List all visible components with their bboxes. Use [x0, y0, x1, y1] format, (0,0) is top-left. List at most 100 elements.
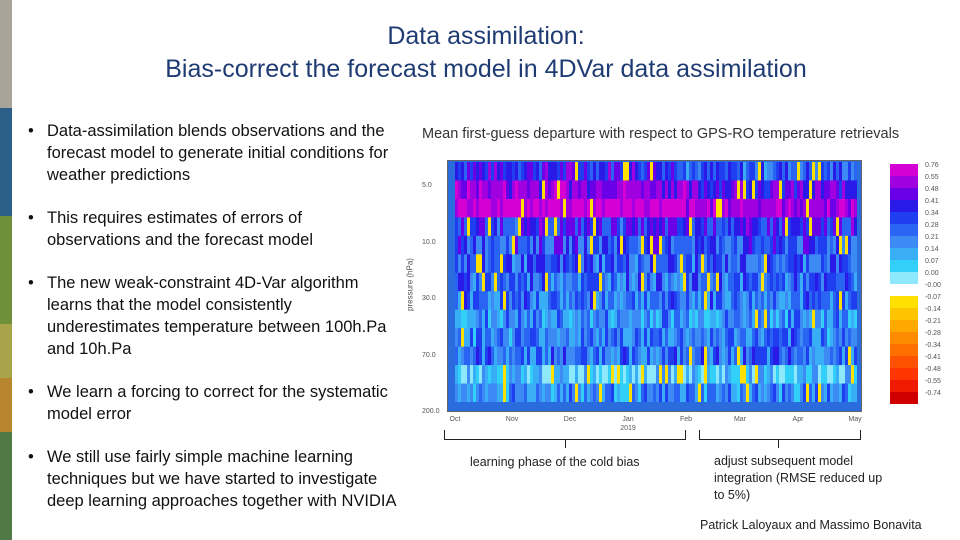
heatmap-cell	[611, 328, 615, 348]
heatmap-cell	[503, 217, 507, 237]
heatmap-cell	[713, 328, 717, 348]
heatmap-cell	[827, 383, 831, 402]
heatmap-cell	[827, 272, 831, 292]
heatmap-cell	[797, 254, 801, 274]
heatmap-cell	[686, 291, 690, 311]
heatmap-cell	[551, 328, 555, 348]
heatmap-cell	[803, 254, 807, 274]
heatmap-cell	[539, 383, 543, 402]
heatmap-cell	[776, 254, 780, 274]
heatmap-cell	[740, 272, 744, 292]
heatmap-cell	[821, 291, 825, 311]
heatmap-cell	[824, 272, 828, 292]
heatmap-cell	[836, 180, 840, 200]
heatmap-cell	[461, 309, 465, 329]
heatmap-cell	[746, 309, 750, 329]
heatmap-cell	[569, 198, 573, 218]
heatmap-cell	[563, 198, 567, 218]
heatmap-cell	[680, 328, 684, 348]
colorbar-tick-label: -0.21	[925, 318, 941, 325]
heatmap-cell	[842, 328, 846, 348]
heatmap-cell	[560, 291, 564, 311]
heatmap-cell	[755, 272, 759, 292]
heatmap-cell	[641, 346, 645, 366]
heatmap-cell	[743, 365, 747, 384]
heatmap-cell	[536, 365, 540, 384]
heatmap-cell	[560, 346, 564, 366]
heatmap-cell	[599, 217, 603, 237]
heatmap-cell	[602, 272, 606, 292]
heatmap-cell	[485, 383, 489, 402]
heatmap-cell	[794, 309, 798, 329]
heatmap-cell	[479, 291, 483, 311]
heatmap-cell	[554, 291, 558, 311]
heatmap-cell	[809, 346, 813, 366]
heatmap-cell	[656, 309, 660, 329]
heatmap-cell	[731, 346, 735, 366]
heatmap-cell	[611, 291, 615, 311]
heatmap-cell	[794, 235, 798, 255]
bullet-item: Data-assimilation blends observations an…	[28, 120, 400, 186]
heatmap-cell	[488, 162, 492, 181]
heatmap-cell	[797, 291, 801, 311]
heatmap-cell	[506, 180, 510, 200]
heatmap-cell	[758, 198, 762, 218]
heatmap-cell	[794, 180, 798, 200]
heatmap-cell	[623, 346, 627, 366]
heatmap-cell	[662, 180, 666, 200]
heatmap-cell	[542, 254, 546, 274]
heatmap-cell	[734, 254, 738, 274]
heatmap-cell	[701, 309, 705, 329]
heatmap-cell	[650, 328, 654, 348]
heatmap-cell	[662, 272, 666, 292]
heatmap-cell	[854, 180, 857, 200]
heatmap-cell	[731, 291, 735, 311]
heatmap-cell	[851, 365, 855, 384]
heatmap-cell	[842, 346, 846, 366]
heatmap-cell	[644, 346, 648, 366]
heatmap-cell	[587, 217, 591, 237]
heatmap-cell	[674, 254, 678, 274]
heatmap-cell	[629, 217, 633, 237]
heatmap-cell	[662, 217, 666, 237]
heatmap-cell	[854, 328, 857, 348]
heatmap-cell	[677, 217, 681, 237]
heatmap-cell	[581, 291, 585, 311]
heatmap-cell	[680, 383, 684, 402]
heatmap-cell	[524, 309, 528, 329]
heatmap-cell	[842, 180, 846, 200]
heatmap-cell	[668, 180, 672, 200]
heatmap-cell	[587, 291, 591, 311]
heatmap-cell	[689, 272, 693, 292]
heatmap-cell	[584, 365, 588, 384]
heatmap-cell	[809, 328, 813, 348]
heatmap-cell	[650, 217, 654, 237]
colorbar-cell	[890, 260, 918, 272]
heatmap-cell	[836, 272, 840, 292]
heatmap-cell	[488, 328, 492, 348]
heatmap-cell	[548, 346, 552, 366]
heatmap-cell	[806, 346, 810, 366]
heatmap-cell	[458, 328, 462, 348]
heatmap-cell	[806, 291, 810, 311]
heatmap-cell	[842, 383, 846, 402]
heatmap-cell	[509, 365, 513, 384]
heatmap-cell	[524, 365, 528, 384]
heatmap-cell	[533, 217, 537, 237]
heatmap-cell	[509, 346, 513, 366]
heatmap-cell	[734, 198, 738, 218]
heatmap-cell	[593, 346, 597, 366]
heatmap-cell	[611, 365, 615, 384]
heatmap-cell	[704, 328, 708, 348]
heatmap-cell	[728, 328, 732, 348]
heatmap-cell	[764, 346, 768, 366]
heatmap-cell	[788, 162, 792, 181]
heatmap-cell	[809, 365, 813, 384]
heatmap-cell	[767, 365, 771, 384]
heatmap-cell	[536, 180, 540, 200]
heatmap-cell	[737, 291, 741, 311]
heatmap-cell	[854, 217, 857, 237]
heatmap-cell	[743, 346, 747, 366]
heatmap-cell	[695, 198, 699, 218]
heatmap-cell	[731, 235, 735, 255]
